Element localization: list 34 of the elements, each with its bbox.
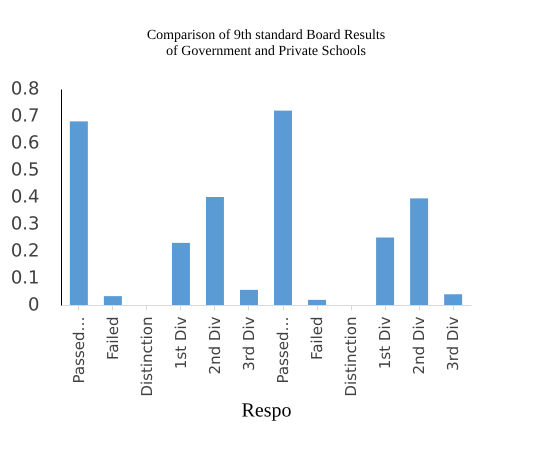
- y-tick-label: 0.7: [10, 106, 40, 126]
- x-axis-title: Respo: [242, 400, 292, 422]
- x-tick-label: Failed: [104, 316, 122, 360]
- x-tick-label: Passed…: [70, 316, 88, 384]
- x-tick-label: 1st Div: [376, 316, 394, 370]
- x-tick-label: Passed…: [274, 316, 292, 384]
- x-tick-label: Failed: [308, 316, 326, 360]
- x-tick-label: 1st Div: [172, 316, 190, 370]
- text: Comparison of 9th standard Board Results: [146, 28, 386, 43]
- x-tick-label: 2nd Div: [410, 316, 428, 374]
- y-tick-label: 0.3: [10, 214, 40, 234]
- bar: [70, 121, 88, 305]
- x-tick-label: 3rd Div: [444, 316, 462, 371]
- x-tick-label: 2nd Div: [206, 316, 224, 374]
- bar: [240, 290, 258, 305]
- y-tick-label: 0.5: [10, 160, 40, 180]
- y-tick-label: 0.4: [10, 186, 40, 208]
- x-tick-label: 3rd Div: [240, 316, 258, 371]
- y-tick-label: 0.6: [10, 132, 40, 154]
- x-tick-label: Distinction: [138, 316, 156, 397]
- bar: [410, 198, 428, 305]
- bar: [308, 300, 326, 305]
- bar: [444, 294, 462, 305]
- bar: [104, 296, 122, 305]
- x-tick-label: Distinction: [342, 316, 360, 397]
- y-tick-label: 0: [28, 294, 40, 316]
- bar: [376, 238, 394, 305]
- y-tick-label: 0.2: [10, 240, 40, 262]
- bar: [172, 242, 190, 305]
- text: of Government and Private Schools: [166, 44, 366, 59]
- y-tick-label: 0.8: [10, 78, 40, 100]
- bar: [206, 197, 224, 305]
- y-tick-label: 0.1: [10, 268, 40, 288]
- bar: [274, 110, 292, 305]
